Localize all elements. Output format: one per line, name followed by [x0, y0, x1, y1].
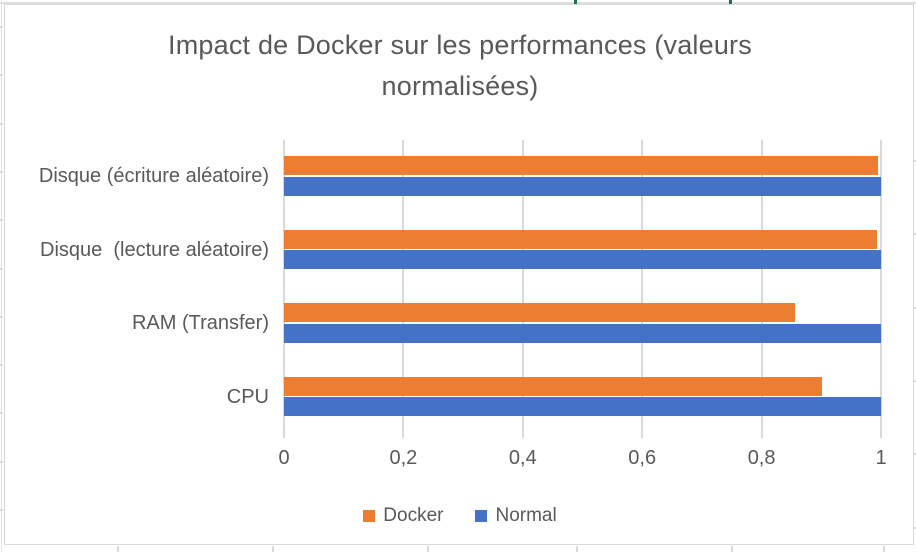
sheet-row-gridline-tick — [0, 461, 3, 463]
bar-docker[interactable] — [284, 376, 823, 396]
sheet-row-gridline-tick — [0, 268, 3, 270]
legend-swatch-icon — [363, 510, 376, 522]
x-axis-tick-label: 1 — [875, 447, 887, 469]
sheet-row-gridline-tick — [913, 233, 916, 235]
category-axis-label: RAM (Transfer) — [131, 312, 269, 335]
sheet-row-gridline-tick — [913, 453, 916, 455]
category-axis-label: Disque (lecture aléatoire) — [40, 238, 269, 261]
category-axis-label: Disque (écriture aléatoire) — [38, 165, 269, 188]
sheet-row-gridline-tick — [913, 160, 916, 162]
legend-swatch-icon — [475, 510, 488, 522]
bar-normal[interactable] — [284, 397, 881, 416]
x-axis-tick-label: 0,6 — [628, 447, 657, 469]
legend-label: Normal — [495, 505, 557, 526]
x-axis-tick-label: 0,2 — [389, 447, 418, 469]
legend-item-normal[interactable]: Normal — [475, 505, 557, 527]
x-axis-tick-label: 0,8 — [747, 447, 776, 469]
bar-docker[interactable] — [284, 156, 878, 175]
sheet-column-gridline-tick — [576, 546, 578, 552]
sheet-row-gridline-tick — [0, 26, 3, 28]
legend-item-docker[interactable]: Docker — [363, 505, 443, 527]
sheet-row-gridline-tick — [0, 316, 3, 318]
sheet-gridline-artifact-top — [0, 2, 916, 4]
sheet-row-gridline-tick — [0, 509, 3, 511]
sheet-row-gridline-tick — [913, 380, 916, 382]
green-cell-border-tick — [574, 0, 577, 4]
green-cell-border-tick — [729, 0, 732, 4]
chart-area[interactable]: Impact de Docker sur les performances (v… — [4, 4, 914, 545]
gridline — [880, 140, 882, 438]
gridline — [521, 140, 524, 438]
sheet-row-gridline-tick — [913, 307, 916, 309]
gridline — [402, 140, 405, 438]
x-axis-tick-label: 0,4 — [508, 447, 537, 469]
x-axis-tick-label: 0 — [278, 447, 290, 469]
legend-label: Docker — [383, 505, 444, 526]
sheet-row-gridline-tick — [0, 412, 3, 414]
bar-normal[interactable] — [284, 250, 881, 269]
sheet-column-gridline-tick — [272, 546, 274, 552]
bar-docker[interactable] — [284, 229, 877, 249]
sheet-column-gridline-tick — [427, 546, 429, 552]
sheet-row-gridline-tick — [913, 527, 916, 529]
bar-docker[interactable] — [284, 303, 796, 322]
sheet-column-gridline-tick — [117, 546, 119, 552]
gridline — [641, 140, 644, 438]
sheet-row-gridline-tick — [0, 219, 3, 221]
sheet-row-gridline-tick — [0, 364, 3, 366]
sheet-gridline-artifact-left — [1, 0, 2, 552]
bar-normal[interactable] — [284, 176, 881, 196]
category-axis-label: CPU — [226, 385, 269, 408]
sheet-row-gridline-tick — [0, 123, 3, 125]
sheet-column-gridline-tick — [883, 546, 885, 552]
sheet-row-gridline-tick — [0, 74, 3, 76]
sheet-column-gridline-tick — [731, 546, 733, 552]
chart-title[interactable]: Impact de Docker sur les performances (v… — [168, 30, 752, 101]
gridline — [283, 140, 285, 438]
gridline — [760, 140, 763, 438]
sheet-row-gridline-tick — [0, 171, 3, 173]
bar-normal[interactable] — [284, 323, 881, 343]
chart-legend: Docker Normal — [5, 502, 915, 530]
